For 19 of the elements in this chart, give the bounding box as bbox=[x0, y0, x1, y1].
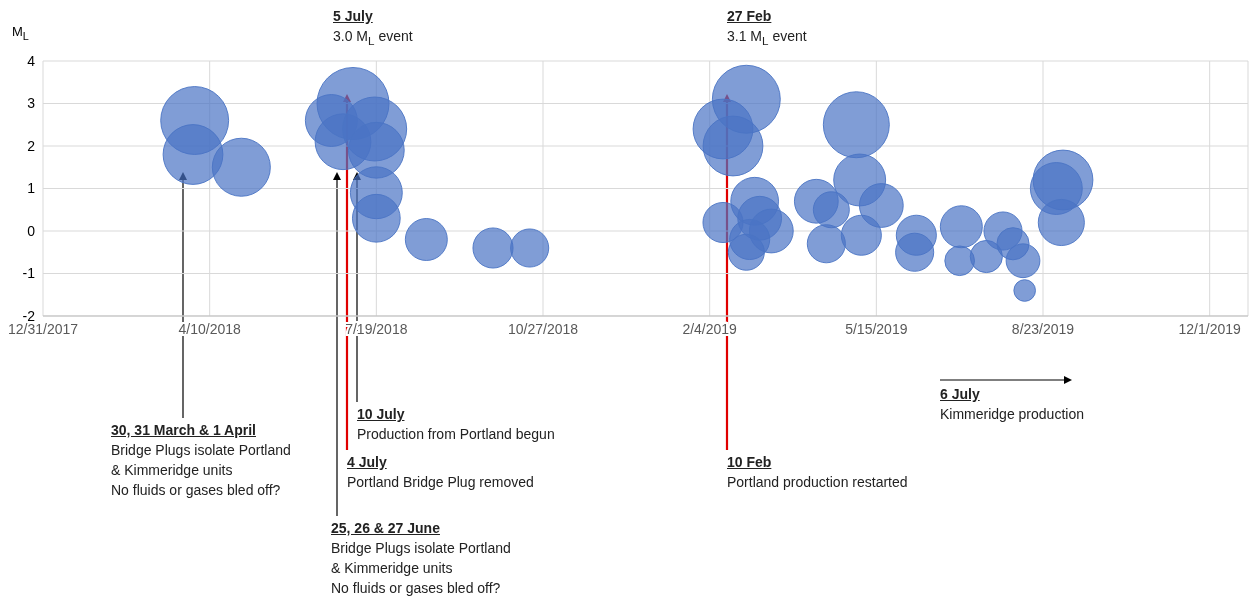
x-tick-label: 5/15/2019 bbox=[845, 320, 908, 337]
text: 10 Feb Portland production restarted bbox=[727, 453, 908, 492]
y-tick-label: 1 bbox=[27, 180, 36, 197]
text: 25, 26 & 27 June Bridge Plugs isolate Portland & Kimmeridge units No fluids or gases bled off? bbox=[331, 519, 511, 598]
y-tick-label: 2 bbox=[27, 137, 36, 154]
y-tick-label: -1 bbox=[22, 265, 36, 282]
y-tick-label: 0 bbox=[27, 222, 36, 239]
y-axis-title: M$_{L}$ bbox=[12, 24, 29, 42]
text: 30, 31 March & 1 April Bridge Plugs isolate Portland & Kimmeridge units No fluids or gases bled off? bbox=[111, 421, 291, 500]
x-tick-label: 12/1/2019 bbox=[1178, 320, 1242, 337]
text: 5 July 3.0 M$_{L}$ event bbox=[333, 7, 413, 49]
text: 4 July Portland Bridge Plug removed bbox=[347, 453, 534, 492]
text: 27 Feb 3.1 M$_{L}$ event bbox=[727, 7, 807, 49]
x-tick-label: 10/27/2018 bbox=[507, 320, 579, 337]
y-tick-label: 3 bbox=[27, 95, 36, 112]
text: 6 July Kimmeridge production bbox=[940, 385, 1084, 424]
x-tick-label: 8/23/2019 bbox=[1011, 320, 1075, 337]
y-tick-label: 4 bbox=[27, 52, 36, 69]
text: 10 July Production from Portland begun bbox=[357, 405, 555, 444]
